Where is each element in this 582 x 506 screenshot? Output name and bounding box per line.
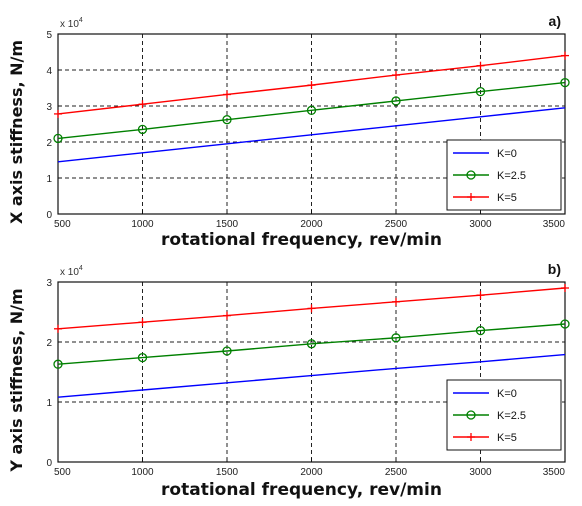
data-point xyxy=(222,346,232,356)
x-tick-label: 3500 xyxy=(543,219,566,230)
x-tick-label: 3000 xyxy=(469,467,492,478)
y-tick-label: 2 xyxy=(46,138,52,149)
series-K=0 xyxy=(57,107,566,163)
y-axis-label: X axis stiffness, N/m xyxy=(7,40,26,224)
legend-entry: K=0 xyxy=(453,148,517,160)
series-line xyxy=(57,81,566,140)
data-point xyxy=(306,105,317,115)
legend-label: K=0 xyxy=(497,148,517,160)
x-tick-label: 3500 xyxy=(543,467,566,478)
series-K=0 xyxy=(57,353,566,398)
series-K=5 xyxy=(54,51,569,118)
legend: K=0 K=2.5 K=5 xyxy=(446,379,562,451)
chart-panel-1: 500 1000 1500 2000 2500 3000 3500 0 1 2 3 4 5 x 104 a)… xyxy=(7,13,570,250)
x-axis-label: rotational frequency, rev/min xyxy=(161,230,442,250)
data-point xyxy=(391,96,401,106)
data-point xyxy=(137,124,148,135)
legend-label: K=2.5 xyxy=(497,410,526,422)
data-point xyxy=(307,81,316,90)
legend-entry: K=2.5 xyxy=(453,410,526,422)
y-tick-label: 1 xyxy=(46,174,52,185)
data-point xyxy=(476,61,485,70)
data-point xyxy=(392,297,400,306)
legend-label: K=5 xyxy=(497,432,517,444)
y-tick-label: 0 xyxy=(46,210,52,221)
x-tick-label: 1500 xyxy=(216,219,239,230)
legend-marker xyxy=(466,410,476,420)
data-point xyxy=(138,318,147,327)
panel-label: a) xyxy=(549,13,561,29)
data-point xyxy=(307,304,316,313)
series-K=2.5 xyxy=(53,319,570,369)
data-point xyxy=(391,333,401,343)
legend-label: K=2.5 xyxy=(497,170,526,182)
legend-label: K=0 xyxy=(497,388,517,400)
x-tick-label: 3000 xyxy=(469,219,492,230)
legend-entry: K=2.5 xyxy=(453,170,526,182)
y-tick-label: 0 xyxy=(46,458,52,469)
data-point xyxy=(137,352,148,363)
panel-label: b) xyxy=(548,261,561,277)
x-tick-label: 500 xyxy=(54,219,71,230)
series-line xyxy=(57,353,566,398)
x-axis-label: rotational frequency, rev/min xyxy=(161,480,442,500)
y-tick-label: 5 xyxy=(46,30,52,41)
data-point xyxy=(560,77,570,88)
y-tick-label: 3 xyxy=(46,278,52,289)
data-point xyxy=(54,109,62,118)
data-point xyxy=(53,133,63,144)
x-tick-label: 1500 xyxy=(216,467,239,478)
data-point xyxy=(475,325,486,336)
legend-marker xyxy=(467,433,475,441)
series-K=2.5 xyxy=(53,77,570,144)
legend-entry: K=5 xyxy=(453,432,517,444)
y-tick-label: 4 xyxy=(46,66,52,77)
data-point xyxy=(54,324,62,333)
x-tick-label: 2000 xyxy=(300,219,323,230)
x-tick-label: 2500 xyxy=(385,467,408,478)
legend-marker xyxy=(466,170,476,180)
y-tick-label: 1 xyxy=(46,398,52,409)
series-line xyxy=(57,107,566,163)
data-point xyxy=(475,86,486,97)
data-point xyxy=(53,359,63,369)
data-point xyxy=(138,100,147,109)
x-tick-label: 2500 xyxy=(385,219,408,230)
legend: K=0 K=2.5 K=5 xyxy=(446,139,562,211)
legend-entry: K=5 xyxy=(453,192,517,204)
data-point xyxy=(306,339,317,349)
y-axis-label: Y axis stiffness, N/m xyxy=(7,288,26,472)
data-point xyxy=(476,291,485,300)
data-point xyxy=(223,90,231,99)
y-multiplier: x 104 xyxy=(60,265,83,278)
y-multiplier: x 104 xyxy=(60,17,83,30)
chart-panel-2: 500 1000 1500 2000 2500 3000 3500 0 1 2 3 x 104 b) ro… xyxy=(7,261,570,500)
legend-label: K=5 xyxy=(497,192,517,204)
legend-marker xyxy=(467,193,475,201)
series-K=5 xyxy=(54,284,569,333)
data-point xyxy=(561,284,569,292)
series-line xyxy=(57,323,566,365)
data-point xyxy=(223,311,231,320)
data-point xyxy=(392,71,400,80)
x-tick-label: 500 xyxy=(54,467,71,478)
x-tick-label: 1000 xyxy=(131,219,154,230)
x-tick-label: 2000 xyxy=(300,467,323,478)
x-tick-label: 1000 xyxy=(131,467,154,478)
data-point xyxy=(222,115,232,125)
data-point xyxy=(560,319,570,329)
data-point xyxy=(561,51,569,60)
y-tick-label: 2 xyxy=(46,338,52,349)
legend-entry: K=0 xyxy=(453,388,517,400)
y-tick-label: 3 xyxy=(46,102,52,113)
